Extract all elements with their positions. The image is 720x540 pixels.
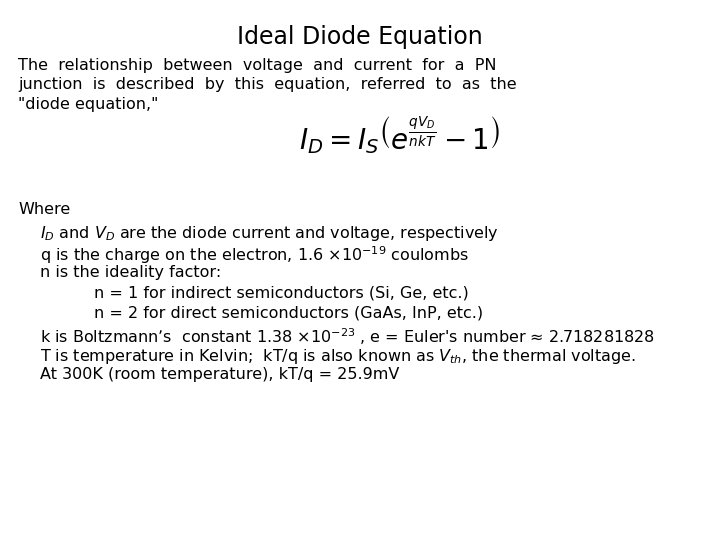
- Text: The  relationship  between  voltage  and  current  for  a  PN: The relationship between voltage and cur…: [18, 58, 497, 73]
- Text: "diode equation,": "diode equation,": [18, 97, 158, 112]
- Text: T is temperature in Kelvin;  kT/q is also known as $V_{th}$, the thermal voltage: T is temperature in Kelvin; kT/q is also…: [40, 347, 636, 366]
- Text: n = 1 for indirect semiconductors (Si, Ge, etc.): n = 1 for indirect semiconductors (Si, G…: [94, 286, 468, 300]
- Text: n = 2 for direct semiconductors (GaAs, InP, etc.): n = 2 for direct semiconductors (GaAs, I…: [94, 306, 482, 321]
- Text: Ideal Diode Equation: Ideal Diode Equation: [237, 25, 483, 49]
- Text: k is Boltzmann’s  constant 1.38 ×10$^{-23}$ , e = Euler's number ≈ 2.718281828: k is Boltzmann’s constant 1.38 ×10$^{-23…: [40, 327, 654, 347]
- Text: At 300K (room temperature), kT/q = 25.9mV: At 300K (room temperature), kT/q = 25.9m…: [40, 368, 399, 382]
- Text: $I_D = I_S\left(e^{\frac{qV_D}{nkT}} - 1\right)$: $I_D = I_S\left(e^{\frac{qV_D}{nkT}} - 1…: [300, 114, 500, 156]
- Text: $I_D$ and $V_D$ are the diode current and voltage, respectively: $I_D$ and $V_D$ are the diode current an…: [40, 224, 498, 243]
- Text: Where: Where: [18, 202, 71, 217]
- Text: junction  is  described  by  this  equation,  referred  to  as  the: junction is described by this equation, …: [18, 78, 517, 92]
- Text: q is the charge on the electron, 1.6 ×10$^{-19}$ coulombs: q is the charge on the electron, 1.6 ×10…: [40, 245, 469, 266]
- Text: n is the ideality factor:: n is the ideality factor:: [40, 265, 221, 280]
